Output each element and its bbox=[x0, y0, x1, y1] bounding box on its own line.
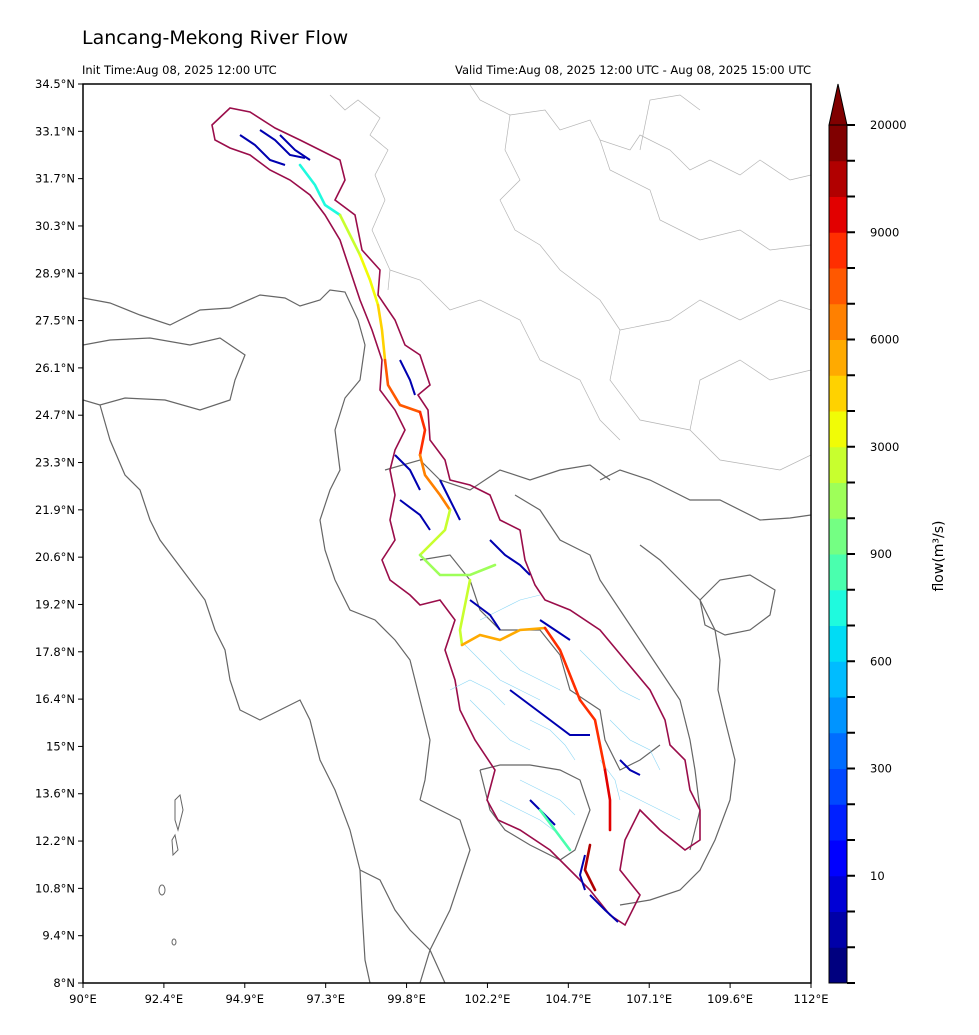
tributary-network bbox=[449, 594, 681, 836]
lat-label: 13.6°N bbox=[35, 787, 75, 801]
latitude-labels: 34.5°N 33.1°N 31.7°N 30.3°N 28.9°N 27.5°N 26.1… bbox=[35, 77, 83, 990]
colorbar-segment bbox=[829, 732, 847, 769]
lat-label: 20.6°N bbox=[35, 550, 75, 564]
colorbar-segment bbox=[829, 339, 847, 376]
colorbar-segment bbox=[829, 804, 847, 841]
colorbar-segment bbox=[829, 411, 847, 448]
colorbar-tick-label: 300 bbox=[870, 762, 892, 776]
colorbar-segment bbox=[829, 375, 847, 412]
map-canvas bbox=[83, 84, 811, 983]
colorbar-segment bbox=[829, 446, 847, 483]
colorbar-tick-label: 20000 bbox=[870, 118, 907, 132]
colorbar-extend-arrow bbox=[828, 83, 848, 126]
lat-label: 12.2°N bbox=[35, 834, 75, 848]
colorbar-tick-label: 10 bbox=[870, 869, 885, 883]
colorbar-segment bbox=[829, 518, 847, 555]
low-flow-channels bbox=[239, 129, 641, 923]
colorbar-segment bbox=[829, 160, 847, 197]
lon-label: 94.9°E bbox=[225, 992, 264, 1006]
lat-label: 24.7°N bbox=[35, 408, 75, 422]
colorbar-label: flow(m³/s) bbox=[931, 520, 947, 591]
plot-frame bbox=[82, 83, 812, 984]
lon-label: 97.3°E bbox=[306, 992, 345, 1006]
colorbar-segment bbox=[829, 661, 847, 698]
lon-label: 92.4°E bbox=[145, 992, 184, 1006]
lon-label: 99.8°E bbox=[387, 992, 426, 1006]
lat-label: 34.5°N bbox=[35, 77, 75, 91]
colorbar-tick-label: 600 bbox=[870, 654, 892, 668]
basin-outline bbox=[211, 107, 701, 927]
lat-label: 10.8°N bbox=[35, 881, 75, 895]
lon-label: 109.6°E bbox=[707, 992, 753, 1006]
longitude-labels: 90°E 92.4°E 94.9°E 97.3°E 99.8°E 102.2°E 104.7… bbox=[69, 983, 828, 1006]
lon-label: 104.7°E bbox=[545, 992, 591, 1006]
colorbar-segment bbox=[829, 125, 847, 162]
lat-label: 21.9°N bbox=[35, 503, 75, 517]
colorbar-tick-label: 3000 bbox=[870, 440, 899, 454]
lat-label: 28.9°N bbox=[35, 266, 75, 280]
lon-label: 112°E bbox=[794, 992, 829, 1006]
lon-label: 90°E bbox=[69, 992, 97, 1006]
lat-label: 31.7°N bbox=[35, 172, 75, 186]
colorbar: 20000 9000 6000 3000 900 600 300 10 bbox=[828, 83, 907, 984]
colorbar-segment bbox=[829, 840, 847, 877]
lon-label: 107.1°E bbox=[626, 992, 672, 1006]
valid-time: Valid Time:Aug 08, 2025 12:00 UTC - Aug … bbox=[455, 63, 811, 77]
colorbar-segment bbox=[829, 554, 847, 591]
map-title: Lancang-Mekong River Flow bbox=[82, 27, 349, 49]
colorbar-segment bbox=[829, 589, 847, 626]
lat-label: 27.5°N bbox=[35, 314, 75, 328]
lat-label: 30.3°N bbox=[35, 219, 75, 233]
lat-label: 17.8°N bbox=[35, 645, 75, 659]
colorbar-segment bbox=[829, 911, 847, 948]
colorbar-segment bbox=[829, 482, 847, 519]
colorbar-segment bbox=[829, 947, 847, 984]
colorbar-segment bbox=[829, 196, 847, 233]
init-time: Init Time:Aug 08, 2025 12:00 UTC bbox=[82, 63, 277, 77]
lat-label: 8°N bbox=[53, 976, 75, 990]
colorbar-tick-label: 900 bbox=[870, 547, 892, 561]
colorbar-segment bbox=[829, 697, 847, 734]
lat-label: 26.1°N bbox=[35, 361, 75, 375]
lon-label: 102.2°E bbox=[464, 992, 510, 1006]
lat-label: 33.1°N bbox=[35, 124, 75, 138]
lat-label: 16.4°N bbox=[35, 692, 75, 706]
colorbar-segment bbox=[829, 303, 847, 340]
colorbar-segment bbox=[829, 875, 847, 912]
province-boundaries bbox=[329, 84, 811, 471]
islands bbox=[158, 793, 184, 946]
colorbar-tick-label: 6000 bbox=[870, 333, 899, 347]
country-borders bbox=[83, 289, 811, 983]
lat-label: 15°N bbox=[46, 739, 75, 753]
colorbar-tick-label: 9000 bbox=[870, 225, 899, 239]
colorbar-segment bbox=[829, 268, 847, 305]
lat-label: 23.3°N bbox=[35, 456, 75, 470]
colorbar-segment bbox=[829, 232, 847, 269]
lat-label: 9.4°N bbox=[42, 929, 75, 943]
colorbar-segment bbox=[829, 625, 847, 662]
colorbar-segment bbox=[829, 768, 847, 805]
mekong-mainstem bbox=[298, 163, 612, 892]
lat-label: 19.2°N bbox=[35, 597, 75, 611]
